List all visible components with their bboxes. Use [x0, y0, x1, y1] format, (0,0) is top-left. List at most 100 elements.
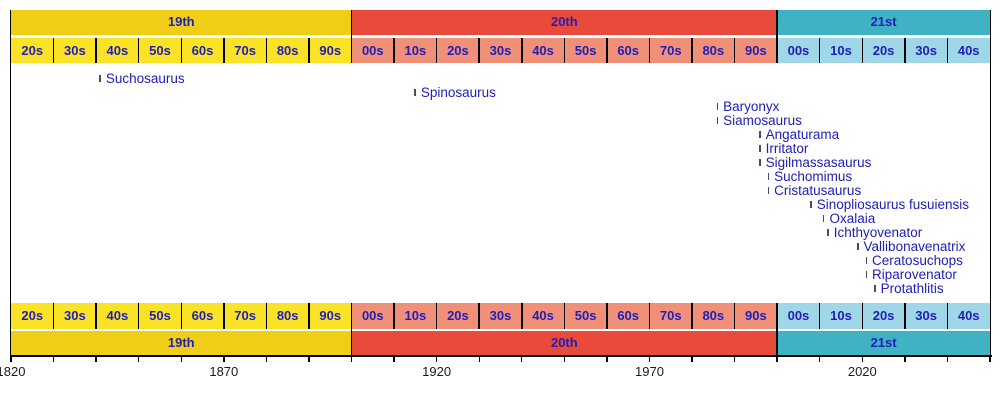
taxon-row-vallibonavenatrix: Vallibonavenatrix	[857, 238, 965, 254]
taxon-label: Irritator	[765, 140, 809, 156]
axis-tick-2010	[819, 357, 821, 362]
decade-label: 00s	[361, 42, 384, 58]
decade-cell-10s-bottom: 10s	[394, 303, 437, 329]
decade-label: 30s	[915, 42, 937, 58]
decade-cell-20s-bottom: 20s	[862, 303, 905, 329]
decade-cell-80s-bottom: 80s	[692, 303, 735, 329]
taxon-year-tick	[865, 256, 868, 264]
decade-cell-30s-bottom: 30s	[904, 303, 948, 329]
taxon-year-tick	[759, 158, 761, 166]
decade-cell-60s-top: 60s	[606, 37, 650, 63]
decade-cell-90s-bottom: 90s	[734, 303, 778, 329]
taxon-row-protathlitis: Protathlitis	[874, 280, 944, 296]
decade-label: 70s	[659, 308, 682, 323]
decade-label: 90s	[745, 42, 767, 58]
decade-divider	[648, 37, 651, 63]
taxon-label: Ceratosuchops	[872, 252, 963, 268]
decade-label: 70s	[659, 42, 682, 58]
decade-cell-20s-bottom: 20s	[11, 303, 54, 329]
axis-tick-1940	[521, 357, 523, 362]
decade-divider	[223, 37, 225, 63]
decade-cell-40s-bottom: 40s	[947, 303, 990, 329]
decade-divider	[308, 37, 310, 63]
axis-tick-2040	[946, 357, 949, 362]
taxon-label: Protathlitis	[880, 280, 944, 296]
taxon-label: Spinosaurus	[420, 84, 496, 100]
century-label: 20th	[550, 14, 578, 29]
century-band-19th-top: 19th	[11, 10, 352, 35]
decade-label: 80s	[276, 308, 299, 323]
decade-label: 90s	[745, 308, 767, 323]
decade-label: 20s	[872, 42, 895, 58]
decade-label: 60s	[617, 42, 640, 58]
axis-year-label-1970: 1970	[635, 364, 664, 379]
taxon-year-tick	[857, 242, 859, 250]
decade-divider	[137, 303, 140, 329]
decade-label: 10s	[830, 42, 852, 58]
axis-tick-1830	[52, 357, 55, 362]
decade-divider	[861, 303, 864, 329]
decade-cell-20s-bottom: 20s	[436, 303, 480, 329]
taxon-year-tick	[822, 214, 825, 222]
decade-label: 60s	[191, 308, 214, 323]
decade-label: 00s	[787, 42, 810, 58]
decade-label: 10s	[404, 42, 427, 58]
taxon-row-suchomimus: Suchomimus	[767, 168, 852, 184]
decade-divider	[308, 303, 310, 329]
axis-year-label-1870: 1870	[209, 364, 239, 379]
decade-divider	[435, 37, 438, 63]
decade-label: 50s	[149, 308, 171, 323]
axis-line	[9, 355, 992, 357]
decade-label: 30s	[63, 308, 86, 323]
chart-left-border	[9, 10, 12, 357]
decade-cell-40s-bottom: 40s	[521, 303, 565, 329]
taxon-label: Baryonyx	[723, 98, 780, 114]
axis-tick-1850	[137, 357, 140, 362]
decade-label: 80s	[276, 42, 299, 58]
taxon-row-irritator: Irritator	[759, 140, 808, 156]
decade-cell-70s-top: 70s	[649, 37, 693, 63]
decade-label: 60s	[617, 308, 640, 323]
decade-divider	[691, 37, 693, 63]
taxon-row-oxalaia: Oxalaia	[822, 210, 875, 226]
decade-label: 40s	[957, 42, 980, 58]
decade-label: 10s	[830, 308, 852, 323]
decade-cell-50s-bottom: 50s	[138, 303, 182, 329]
taxon-year-tick	[716, 116, 719, 124]
decade-cell-10s-top: 10s	[819, 37, 863, 63]
taxon-row-sigilmassasaurus: Sigilmassasaurus	[759, 154, 871, 170]
decade-divider	[904, 303, 906, 329]
decade-divider	[393, 37, 395, 63]
decade-cell-70s-bottom: 70s	[223, 303, 267, 329]
taxon-label: Vallibonavenatrix	[863, 238, 966, 254]
decade-cell-20s-top: 20s	[862, 37, 905, 63]
decade-cell-30s-top: 30s	[479, 37, 522, 63]
decade-label: 40s	[106, 308, 129, 323]
decade-cell-20s-top: 20s	[11, 37, 54, 63]
decade-cell-40s-top: 40s	[521, 37, 565, 63]
decade-divider	[733, 37, 736, 63]
decade-cell-50s-bottom: 50s	[564, 303, 607, 329]
decade-label: 70s	[234, 308, 256, 323]
axis-tick-2000	[776, 357, 778, 362]
decade-cell-60s-bottom: 60s	[606, 303, 650, 329]
decade-cell-70s-bottom: 70s	[649, 303, 693, 329]
decade-label: 90s	[319, 308, 342, 323]
decade-label: 50s	[149, 42, 171, 58]
decade-divider	[606, 303, 608, 329]
taxon-year-tick	[716, 102, 719, 110]
taxon-row-ceratosuchops: Ceratosuchops	[865, 252, 963, 268]
axis-tick-1950	[563, 357, 566, 362]
taxon-row-suchosaurus: Suchosaurus	[99, 70, 185, 86]
era-divider	[776, 10, 778, 63]
decade-cell-30s-bottom: 30s	[479, 303, 522, 329]
axis-year-label-1920: 1920	[422, 364, 452, 379]
decade-divider	[606, 37, 608, 63]
decade-label: 20s	[872, 308, 895, 323]
century-band-21st-top: 21st	[777, 10, 990, 35]
axis-tick-2050	[989, 357, 991, 362]
era-divider	[776, 303, 778, 355]
taxon-label: Cristatusaurus	[774, 182, 862, 198]
decade-label: 80s	[702, 42, 725, 58]
axis-year-label-1820: 1820	[0, 364, 26, 379]
